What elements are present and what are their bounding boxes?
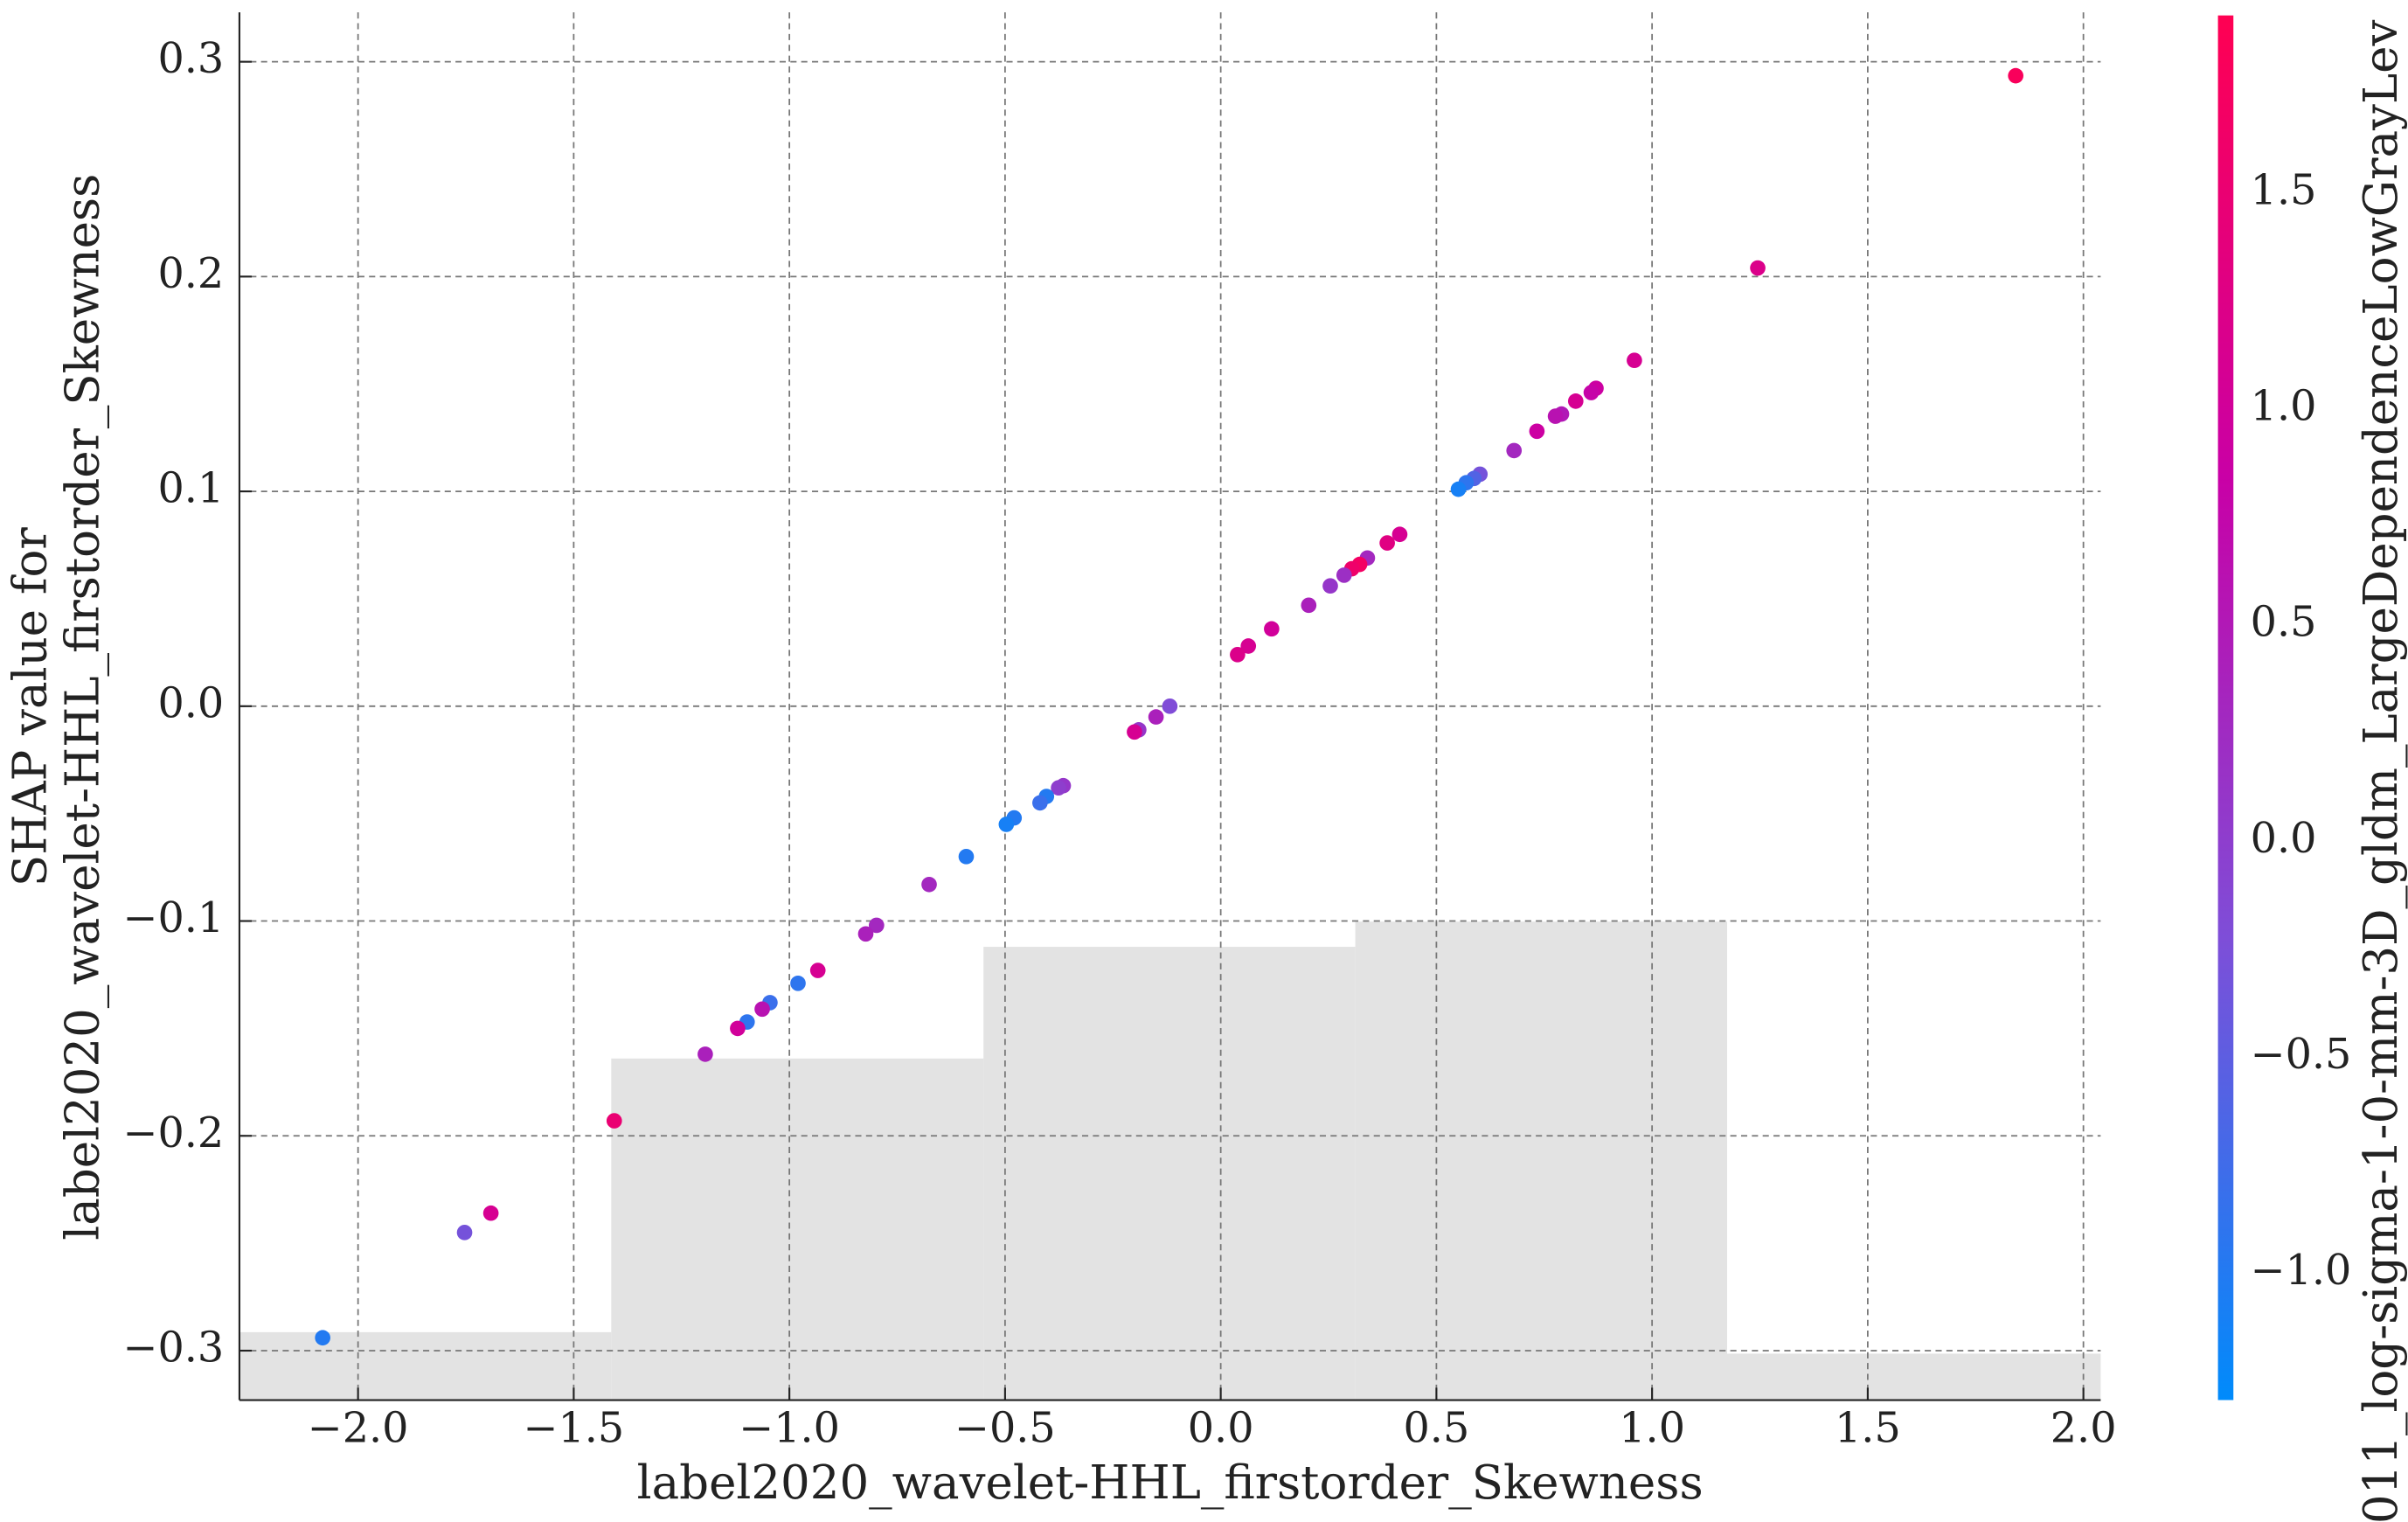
x-tick-label: −2.0 xyxy=(308,1404,409,1452)
colorbar-label: 011_log-sigma-1-0-mm-3D_gldm_LargeDepend… xyxy=(2355,20,2408,1522)
y-tick-label: 0.1 xyxy=(157,465,224,513)
colorbar-tick-label: 0.0 xyxy=(2251,815,2317,863)
x-tick-label: 0.5 xyxy=(1403,1404,1469,1452)
point xyxy=(1322,578,1338,594)
point xyxy=(1301,597,1317,614)
x-tick-label: 2.0 xyxy=(2051,1404,2117,1452)
point xyxy=(998,817,1015,832)
histogram-bar xyxy=(239,1331,612,1400)
x-tick-label: 1.0 xyxy=(1619,1404,1685,1452)
colorbar-tick-label: 1.0 xyxy=(2251,382,2317,430)
point xyxy=(1148,709,1164,725)
colorbar xyxy=(2217,15,2234,1400)
histogram-bar xyxy=(983,947,1356,1400)
point xyxy=(482,1205,499,1221)
point xyxy=(958,848,975,865)
x-tick-label: −1.0 xyxy=(739,1404,840,1452)
point xyxy=(606,1113,622,1129)
point xyxy=(1162,698,1178,714)
histogram-bar xyxy=(611,1058,984,1400)
point xyxy=(1529,423,1545,440)
point xyxy=(1750,260,1766,276)
histogram-bar xyxy=(1727,1353,2101,1400)
y-axis-label: SHAP value for xyxy=(4,527,58,886)
y-tick-label: −0.3 xyxy=(123,1324,225,1372)
point xyxy=(1336,567,1352,583)
point xyxy=(1627,352,1642,369)
y-tick-label: 0.3 xyxy=(157,35,224,83)
colorbar-tick-label: 1.5 xyxy=(2251,166,2317,214)
point xyxy=(809,963,826,978)
y-axis-label: label2020_wavelet-HHL_firstorder_Skewnes… xyxy=(57,174,110,1241)
point xyxy=(1264,621,1280,637)
point xyxy=(868,917,885,934)
colorbar-tick-label: 0.5 xyxy=(2251,599,2317,647)
x-tick-label: 0.0 xyxy=(1188,1404,1254,1452)
x-tick-label: −0.5 xyxy=(954,1404,1056,1452)
x-axis-label: label2020_wavelet-HHL_firstorder_Skewnes… xyxy=(637,1456,1704,1510)
point xyxy=(1583,385,1600,400)
point xyxy=(1450,481,1467,497)
point xyxy=(1506,442,1523,459)
point xyxy=(790,975,806,991)
colorbar-tick-label: −0.5 xyxy=(2251,1031,2352,1079)
point xyxy=(730,1020,746,1037)
point xyxy=(754,1001,770,1018)
x-tick-label: 1.5 xyxy=(1835,1404,1901,1452)
point xyxy=(1127,724,1142,740)
colorbar-tick-label: −1.0 xyxy=(2251,1247,2352,1295)
point xyxy=(1230,647,1246,663)
x-tick-label: −1.5 xyxy=(524,1404,625,1452)
histogram-bar xyxy=(1355,921,1728,1400)
y-tick-label: −0.2 xyxy=(123,1109,225,1157)
point xyxy=(921,876,937,893)
point xyxy=(1379,535,1395,551)
point xyxy=(2008,67,2023,84)
point xyxy=(1547,408,1564,424)
point xyxy=(1567,393,1584,409)
y-tick-label: −0.1 xyxy=(123,894,225,942)
point xyxy=(1391,526,1408,543)
point xyxy=(1051,780,1066,796)
point xyxy=(315,1330,330,1346)
point xyxy=(456,1225,473,1241)
point xyxy=(857,926,874,942)
point xyxy=(697,1046,713,1062)
y-tick-label: 0.0 xyxy=(157,679,224,727)
point xyxy=(1240,638,1257,654)
y-tick-label: 0.2 xyxy=(157,250,224,298)
point xyxy=(1032,795,1048,811)
